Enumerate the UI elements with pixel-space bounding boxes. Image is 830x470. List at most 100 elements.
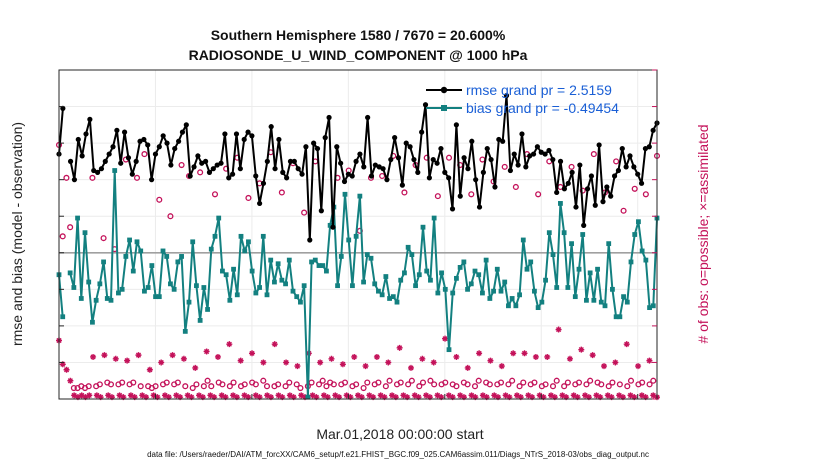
obs-assimilated-point: [585, 394, 592, 401]
rmse-point: [114, 127, 120, 133]
obs-possible-point: [646, 381, 653, 388]
bias-point: [454, 275, 459, 281]
rmse-point: [179, 129, 186, 135]
rmse-point: [361, 164, 367, 170]
obs-assimilated-point: [536, 392, 543, 399]
rmse-point: [496, 136, 502, 143]
obs-assimilated-point: [131, 394, 138, 401]
obs-possible-point: [59, 233, 66, 240]
obs-possible-point: [598, 381, 605, 388]
bias-point: [576, 266, 582, 272]
rmse-point: [67, 158, 74, 164]
rmse-point: [519, 131, 525, 137]
rmse-point: [638, 180, 645, 186]
obs-assimilated-point: [389, 392, 396, 399]
obs-assimilated-point: [252, 392, 259, 399]
obs-assimilated-point: [324, 394, 331, 401]
rmse-point: [314, 145, 321, 152]
rmse-point: [550, 156, 556, 163]
obs-possible-point: [616, 381, 623, 388]
rmse-point: [530, 151, 537, 157]
obs-assimilated-point: [419, 355, 426, 362]
rmse-point: [191, 164, 197, 170]
rmse-point: [411, 156, 417, 163]
obs-assimilated-point: [646, 357, 653, 364]
bias-point: [584, 297, 589, 303]
rmse-point: [546, 147, 552, 154]
bias-point: [320, 263, 326, 268]
bias-point: [279, 277, 285, 283]
bias-point: [428, 277, 433, 283]
legend-rmse-marker: [440, 86, 448, 94]
bias-point: [171, 286, 177, 292]
obs-assimilated-point: [112, 355, 119, 362]
bias-point: [357, 193, 363, 199]
obs-assimilated-point: [309, 392, 316, 399]
obs-assimilated-point: [491, 392, 498, 399]
rmse-point: [110, 144, 116, 150]
rmse-point: [442, 169, 448, 175]
rmse-point: [353, 158, 359, 164]
bias-point: [624, 299, 630, 305]
rmse-point: [79, 153, 85, 159]
rmse-point: [168, 162, 174, 168]
obs-possible-point: [133, 174, 141, 181]
obs-assimilated-point: [370, 394, 377, 401]
bias-point: [372, 281, 378, 287]
obs-assimilated-point: [638, 392, 645, 399]
obs-assimilated-point: [400, 392, 407, 399]
bias-point: [610, 286, 615, 292]
rmse-point: [453, 122, 459, 128]
rmse-point: [195, 153, 201, 159]
obs-possible-point: [208, 383, 215, 390]
rmse-point: [94, 169, 101, 175]
bias-point: [636, 219, 641, 225]
rmse-point: [631, 164, 637, 170]
bias-point: [442, 286, 448, 292]
bias-point: [301, 283, 307, 289]
obs-assimilated-point: [86, 392, 93, 399]
obs-assimilated-point: [358, 394, 365, 401]
obs-possible-point: [397, 379, 404, 386]
obs-assimilated-point: [510, 350, 517, 357]
bias-point: [409, 252, 415, 258]
bias-point: [650, 303, 656, 309]
obs-possible-point: [613, 158, 620, 165]
obs-assimilated-point: [453, 353, 460, 360]
rmse-point: [500, 138, 506, 144]
bias-point: [394, 299, 400, 305]
rmse-point: [118, 160, 124, 166]
obs-assimilated-point: [199, 394, 206, 401]
bias-point: [108, 297, 114, 303]
rmse-point: [438, 145, 444, 152]
obs-possible-point: [631, 185, 638, 192]
rmse-point: [465, 166, 471, 172]
bias-point: [591, 297, 597, 303]
obs-assimilated-point: [339, 361, 346, 368]
obs-possible-point: [442, 379, 449, 386]
rmse-point: [480, 169, 486, 175]
obs-assimilated-point: [245, 394, 252, 401]
rmse-point: [492, 184, 498, 190]
obs-assimilated-point: [578, 346, 585, 353]
bias-point: [513, 303, 519, 309]
obs-assimilated-point: [506, 394, 513, 401]
bias-point: [346, 237, 352, 243]
obs-possible-point: [501, 163, 508, 170]
obs-assimilated-point: [90, 353, 97, 360]
obs-assimilated-point: [63, 366, 70, 373]
rmse-point: [345, 171, 351, 177]
obs-assimilated-point: [135, 352, 142, 359]
rmse-point: [434, 160, 440, 166]
obs-assimilated-point: [487, 357, 494, 364]
obs-possible-point: [445, 154, 453, 161]
obs-assimilated-point: [601, 363, 608, 370]
bias-point: [194, 283, 199, 289]
bias-point: [446, 347, 452, 353]
rmse-point: [264, 158, 270, 164]
obs-possible-point: [531, 379, 538, 386]
rmse-point: [384, 177, 390, 183]
bias-point: [598, 299, 604, 305]
bias-point: [461, 259, 467, 265]
